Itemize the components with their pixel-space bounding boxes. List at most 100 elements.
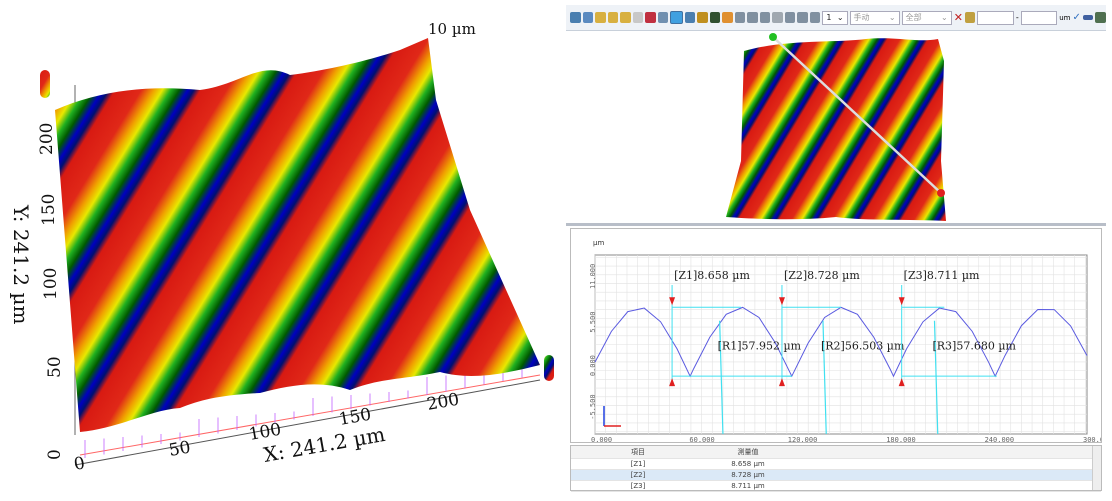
surface-preview[interactable] <box>566 31 1106 226</box>
y-unit-label: µm <box>593 239 604 247</box>
r-marker-line <box>933 320 939 435</box>
cube-view-icon[interactable] <box>595 12 606 23</box>
surface-3d-view[interactable]: 10 µm 0 50 100 150 200 0 50 100 150 200 … <box>0 0 560 497</box>
x-tick-label: 0.000 <box>591 436 612 442</box>
table-header: 項目 測量值 <box>571 446 1101 459</box>
header-value[interactable]: 測量值 <box>737 448 759 456</box>
row-value: 8.658 µm <box>731 460 765 468</box>
unit-label: um <box>1059 13 1071 22</box>
grid-measure-icon[interactable] <box>809 12 821 23</box>
profile-line <box>594 306 1088 378</box>
profile-end-handle[interactable] <box>937 189 945 197</box>
y-tick: 50 <box>45 356 65 378</box>
toolbar: 1 ⌄ 手动 ⌄ 全部 ⌄ ✕ - um ✓ <box>566 5 1106 31</box>
r-annotation-label: [R1]57.952 µm <box>718 339 802 352</box>
z-arrow-down-icon <box>778 297 785 306</box>
y-tick: 0 <box>45 449 65 460</box>
ruler-icon[interactable] <box>1082 15 1094 20</box>
vertical-measure-icon[interactable] <box>747 12 758 23</box>
mesh-icon[interactable] <box>645 12 656 23</box>
profile-line[interactable] <box>772 36 942 194</box>
y-axis-title: Y: 241.2 µm <box>9 204 33 324</box>
min-input[interactable] <box>977 10 1014 25</box>
z-arrow-down-icon <box>669 297 676 306</box>
delete-icon[interactable]: ✕ <box>953 11 963 24</box>
max-input[interactable] <box>1020 10 1058 25</box>
z-arrow-up-icon <box>669 378 676 387</box>
check-icon[interactable]: ✓ <box>1072 12 1081 23</box>
chevron-down-icon: ⌄ <box>888 13 896 22</box>
x-tick-label: 180.000 <box>886 436 916 442</box>
axis-post-icon <box>40 70 50 98</box>
x-tick: 50 <box>167 437 192 460</box>
layer-select-value: 1 <box>826 13 832 22</box>
horizontal-measure-icon[interactable] <box>734 12 746 23</box>
x-tick: 200 <box>425 390 460 415</box>
header-item[interactable]: 項目 <box>631 448 645 456</box>
range-select[interactable]: 全部 ⌄ <box>901 10 952 25</box>
profile-start-handle[interactable] <box>769 33 777 41</box>
z-arrow-up-icon <box>778 378 785 387</box>
y-tick-label: 11.000 <box>589 264 597 289</box>
surface-3d-plot: 10 µm 0 50 100 150 200 0 50 100 150 200 … <box>9 20 554 475</box>
r-annotation-label: [R3]57.680 µm <box>932 339 1016 352</box>
x-tick-label: 240.000 <box>985 436 1015 442</box>
x-tick-label: 120.000 <box>788 436 818 442</box>
x-tick: 0 <box>72 453 86 475</box>
row-item: [Z2] <box>630 471 646 479</box>
row-item: [Z3] <box>630 482 646 490</box>
color-scale-icon[interactable] <box>670 11 683 24</box>
open-icon[interactable] <box>570 12 581 23</box>
mode-select-value: 手动 <box>853 13 870 22</box>
y-tick: 150 <box>39 194 59 226</box>
y-tick-label: 0.000 <box>589 355 597 376</box>
circle-measure-icon[interactable] <box>784 12 796 23</box>
clear-icon[interactable] <box>964 12 976 23</box>
measurement-panel: 1 ⌄ 手动 ⌄ 全部 ⌄ ✕ - um ✓ µm 0.000 60.000 120.000… <box>566 5 1112 497</box>
r-marker-line <box>822 320 827 435</box>
axis-icon[interactable] <box>684 12 696 23</box>
table-row[interactable]: [Z1] 8.658 µm <box>571 459 1101 470</box>
y-tick-label: -5.500 <box>589 394 597 419</box>
profile-chart: µm 0.000 60.000 120.000 180.000 240.000 300.00… <box>570 228 1112 444</box>
step-icon[interactable] <box>797 12 808 23</box>
layer-select[interactable]: 1 ⌄ <box>822 10 848 25</box>
y-tick: 200 <box>37 123 57 155</box>
cube-top-icon[interactable] <box>632 12 644 23</box>
texture-icon[interactable] <box>709 12 721 23</box>
line-measure-icon[interactable] <box>759 12 771 23</box>
z-scale-label: 10 µm <box>428 20 476 38</box>
results-table: 項目 測量值 [Z1] 8.658 µm [Z2] 8.728 µm [Z3] 8.71… <box>570 445 1102 492</box>
z-arrow-down-icon <box>898 297 905 306</box>
r-marker-line <box>719 320 724 435</box>
bars-icon[interactable] <box>657 12 669 23</box>
y-tick-label: 5.500 <box>589 312 597 333</box>
z-annotation-label: [Z3]8.711 µm <box>904 269 980 282</box>
row-value: 8.711 µm <box>731 482 765 490</box>
grid-view-icon[interactable] <box>582 12 594 23</box>
anchor-icon[interactable] <box>697 12 708 23</box>
z-annotation-label: [Z2]8.728 µm <box>784 269 860 282</box>
row-value: 8.728 µm <box>731 471 765 479</box>
axis-post-icon <box>544 355 554 381</box>
z-arrow-up-icon <box>898 378 905 387</box>
r-annotation-label: [R2]56.503 µm <box>821 339 905 352</box>
row-item: [Z1] <box>630 460 646 468</box>
range-select-value: 全部 <box>905 13 922 22</box>
x-tick-label: 60.000 <box>689 436 714 442</box>
multi-line-icon[interactable] <box>772 12 783 23</box>
stack-icon[interactable] <box>1095 12 1106 23</box>
cube-side-icon[interactable] <box>620 12 631 23</box>
light-icon[interactable] <box>722 12 733 23</box>
table-row[interactable]: [Z3] 8.711 µm <box>571 481 1101 492</box>
y-tick: 100 <box>41 268 61 300</box>
cube-front-icon[interactable] <box>607 12 619 23</box>
chevron-down-icon: ⌄ <box>836 13 844 22</box>
chevron-down-icon: ⌄ <box>940 13 948 22</box>
x-tick-label: 300.000 <box>1083 436 1101 442</box>
table-scrollbar[interactable] <box>1092 446 1101 490</box>
surface-mesh <box>55 38 540 432</box>
mode-select[interactable]: 手动 ⌄ <box>849 10 900 25</box>
table-row[interactable]: [Z2] 8.728 µm <box>571 470 1101 481</box>
surface-preview-mesh <box>726 38 946 221</box>
